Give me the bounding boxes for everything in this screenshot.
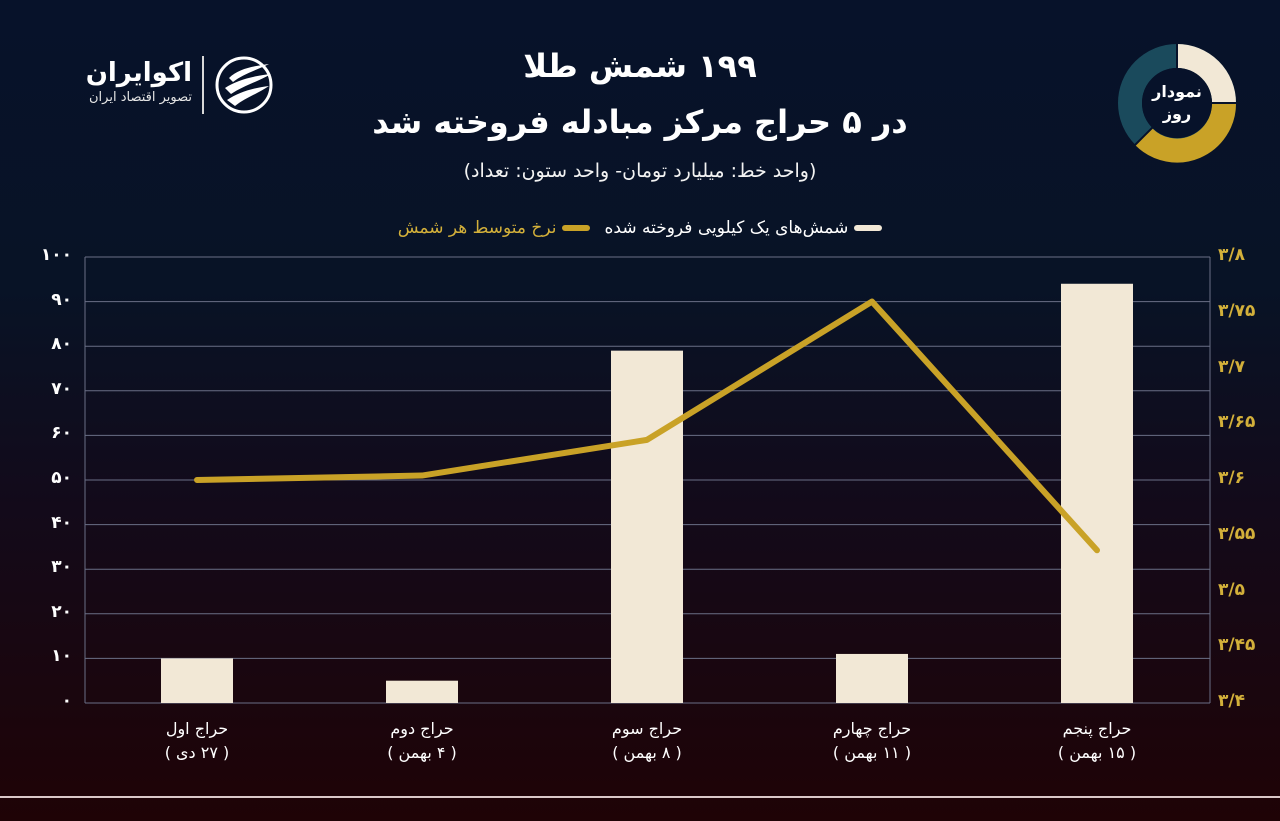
left-tick-label: ۴۰	[51, 512, 72, 533]
right-tick-label: ۳/۴	[1218, 691, 1245, 711]
legend-label-line: نرخ متوسط هر شمش	[397, 218, 557, 238]
badge-line1: نمودار	[1152, 82, 1202, 101]
auction-name: حراج سوم	[611, 719, 683, 738]
legend-swatch-line	[562, 225, 591, 231]
bar	[611, 350, 683, 703]
brand-logo: اکوایران تصویر اقتصاد ایران	[55, 50, 280, 120]
right-tick-label: ۳/۶	[1218, 468, 1245, 488]
right-tick-label: ۳/۷۵	[1218, 300, 1256, 321]
auction-date: ( ۱۵ بهمن )	[1057, 743, 1137, 762]
left-tick-label: ۸۰	[51, 334, 72, 355]
brand-name: اکوایران	[85, 58, 192, 88]
right-tick-label: ۳/۷	[1218, 356, 1245, 377]
chart-legend: شمش‌های یک کیلویی فروخته شده نرخ متوسط ه…	[0, 218, 1280, 238]
brand-tagline: تصویر اقتصاد ایران	[89, 90, 192, 105]
left-tick-label: ۹۰	[51, 289, 72, 310]
page-title-line1: ۱۹۹ شمش طلا	[523, 47, 757, 85]
bottom-divider	[0, 796, 1280, 798]
logo-divider	[202, 56, 204, 114]
bar	[836, 653, 908, 703]
bar	[1061, 283, 1133, 703]
donut-icon	[1118, 43, 1237, 163]
bar	[161, 658, 233, 703]
page-subtitle: (واحد خط: میلیارد تومان- واحد ستون: تعدا…	[463, 160, 817, 182]
auction-name: حراج پنجم	[1062, 719, 1132, 738]
auction-name: حراج اول	[165, 719, 229, 738]
legend-swatch-bars	[854, 225, 883, 231]
auction-date: ( ۴ بهمن )	[387, 743, 457, 762]
x-axis-label: حراج چهارم ( ۱۱ بهمن )	[772, 717, 972, 765]
legend-item-line: نرخ متوسط هر شمش	[398, 218, 591, 238]
badge-label: نمودار روز	[1117, 43, 1237, 163]
auction-date: ( ۲۷ دی )	[164, 743, 230, 762]
right-tick-label: ۳/۶۵	[1218, 412, 1256, 433]
left-tick-label: ۷۰	[51, 378, 72, 399]
legend-label-bars: شمش‌های یک کیلویی فروخته شده	[604, 218, 849, 238]
chart-of-the-day-badge: نمودار روز	[1117, 43, 1237, 163]
left-tick-label: ۵۰	[51, 468, 72, 488]
right-tick-label: ۳/۴۵	[1218, 635, 1256, 656]
right-tick-label: ۳/۵	[1218, 579, 1245, 600]
x-axis-label: حراج سوم ( ۸ بهمن )	[547, 717, 747, 765]
legend-item-bars: شمش‌های یک کیلویی فروخته شده	[604, 218, 883, 238]
auction-date: ( ۸ بهمن )	[612, 743, 682, 762]
x-axis-label: حراج پنجم ( ۱۵ بهمن )	[997, 717, 1197, 765]
x-axis-label: حراج دوم ( ۴ بهمن )	[322, 717, 522, 765]
badge-line2: روز	[1162, 104, 1192, 123]
x-axis-label: حراج اول ( ۲۷ دی )	[97, 717, 297, 765]
left-tick-label: ۱۰۰	[40, 245, 72, 265]
left-tick-label: ۲۰	[51, 601, 72, 622]
auction-date: ( ۱۱ بهمن )	[832, 743, 912, 762]
page-title-line2: در ۵ حراج مرکز مبادله فروخته شد	[372, 103, 908, 141]
bar	[386, 680, 458, 703]
brand-text: اکوایران تصویر اقتصاد ایران	[86, 58, 192, 108]
left-tick-label: ۱۰	[51, 646, 72, 667]
left-tick-label: ۶۰	[51, 423, 72, 444]
price-line	[194, 298, 1100, 554]
left-tick-label: ۳۰	[51, 557, 72, 578]
auction-name: حراج دوم	[390, 719, 454, 738]
right-tick-label: ۳/۸	[1218, 245, 1245, 265]
ecoiran-logo-icon	[215, 56, 273, 114]
left-tick-label: ۰	[61, 691, 72, 711]
auction-name: حراج چهارم	[832, 719, 912, 738]
right-tick-label: ۳/۵۵	[1218, 523, 1256, 544]
